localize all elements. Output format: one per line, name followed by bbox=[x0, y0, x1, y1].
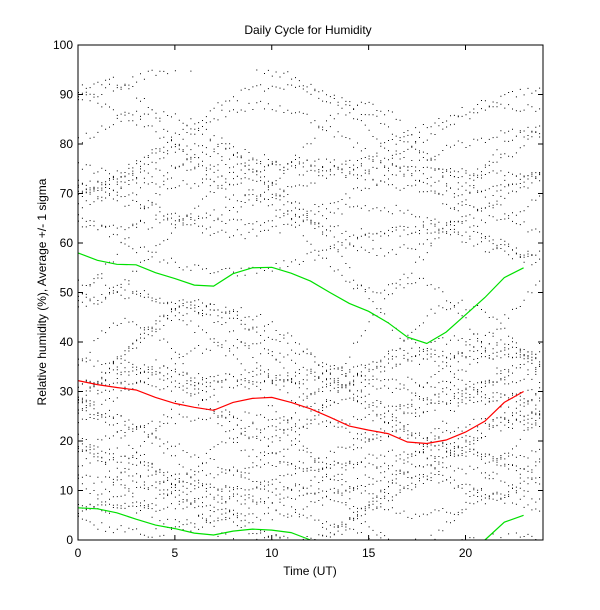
y-tick-label: 40 bbox=[60, 335, 74, 349]
y-tick-label: 30 bbox=[60, 385, 74, 399]
series-line-average bbox=[77, 380, 524, 445]
x-tick-label: 15 bbox=[362, 546, 376, 560]
y-tick-label: 50 bbox=[60, 286, 74, 300]
chart-title: Daily Cycle for Humidity bbox=[244, 23, 371, 37]
x-tick-label: 20 bbox=[459, 546, 473, 560]
series-line-average-1-sigma bbox=[77, 252, 524, 345]
x-tick-label: 5 bbox=[172, 546, 179, 560]
x-tick-label: 0 bbox=[75, 546, 82, 560]
x-tick-label: 10 bbox=[265, 546, 279, 560]
y-tick-label: 20 bbox=[60, 434, 74, 448]
y-axis-label: Relative humidity (%), Average +/- 1 sig… bbox=[35, 178, 49, 405]
y-tick-label: 80 bbox=[60, 137, 74, 151]
y-tick-label: 100 bbox=[53, 38, 73, 52]
y-tick-label: 70 bbox=[60, 187, 74, 201]
series-lines bbox=[77, 252, 524, 541]
y-tick-label: 10 bbox=[60, 484, 74, 498]
x-axis-label: Time (UT) bbox=[283, 564, 337, 578]
series-line-average-1-sigma-seg-0 bbox=[77, 507, 311, 541]
y-tick-label: 60 bbox=[60, 236, 74, 250]
series-line-average-1-sigma-seg-1 bbox=[484, 514, 524, 541]
y-tick-label: 90 bbox=[60, 88, 74, 102]
y-tick-label: 0 bbox=[66, 533, 73, 547]
axes: 0 5 10 15 20 0 10 20 30 40 50 60 70 80 90 100 bbox=[53, 38, 543, 560]
